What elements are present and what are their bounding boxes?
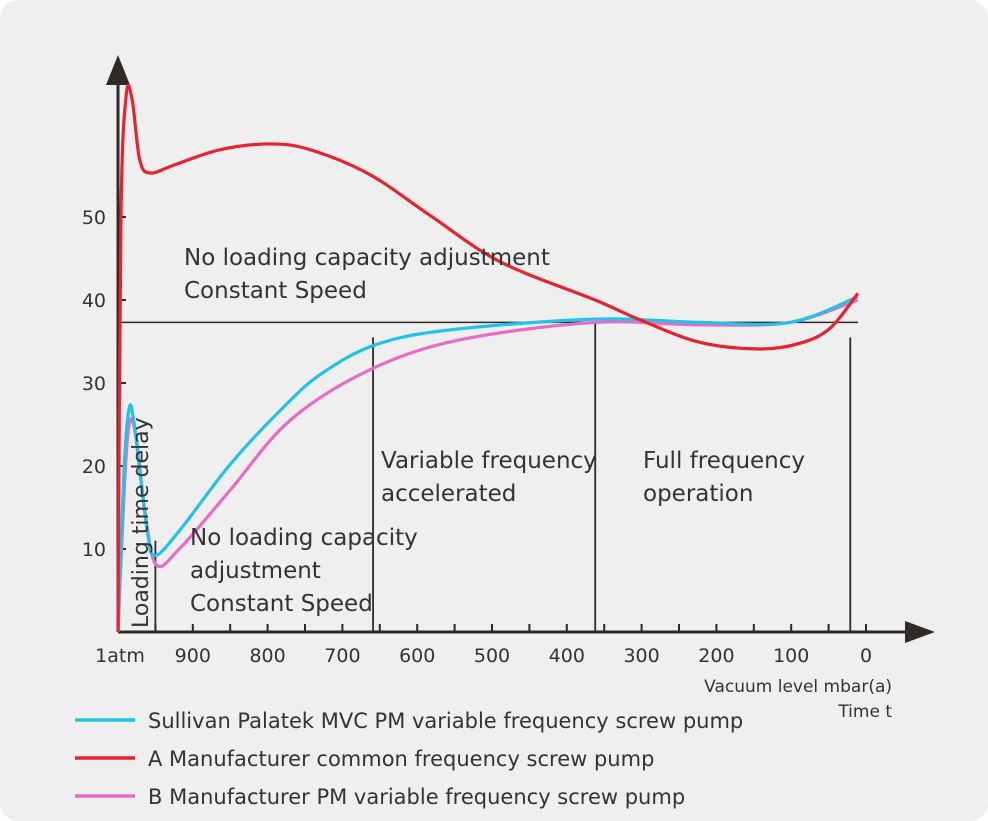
annotation-no-adjustment-top: Constant Speed [184, 278, 367, 304]
x-tick-label: 300 [623, 645, 659, 667]
annotation-loading-delay: Loading time delay [129, 417, 154, 628]
annotation-no-adjustment-top: No loading capacity adjustment [184, 245, 550, 271]
y-axis-arrow-icon [106, 55, 130, 85]
x-axis-label: Vacuum level mbar(a) [704, 677, 892, 697]
legend-label: B Manufacturer PM variable frequency scr… [148, 785, 685, 809]
series-line-1 [116, 295, 859, 633]
x-tick-label: 800 [249, 645, 285, 667]
annotation-variable-frequency: accelerated [381, 481, 516, 507]
x-tick-label: 100 [773, 645, 809, 667]
annotation-no-adjustment-low: adjustment [190, 558, 321, 584]
y-tick-label: 40 [82, 290, 106, 312]
x-axis-arrow-icon [905, 621, 935, 643]
x-tick-label: 400 [549, 645, 585, 667]
x-tick-label: 200 [698, 645, 734, 667]
x-tick-label: 600 [399, 645, 435, 667]
annotation-full-frequency: operation [643, 481, 753, 507]
x-tick-label: 700 [324, 645, 360, 667]
annotation-variable-frequency: Variable frequency [381, 448, 597, 474]
x-axis-label-time: Time t [837, 702, 892, 722]
y-tick-label: 10 [82, 539, 106, 561]
x-tick-label: 1atm [95, 645, 145, 667]
annotation-no-adjustment-low: No loading capacity [190, 525, 418, 551]
legend-label: Sullivan Palatek MVC PM variable frequen… [148, 709, 743, 733]
legend-label: A Manufacturer common frequency screw pu… [148, 747, 654, 771]
x-tick-label: 900 [175, 645, 211, 667]
series-line-2 [116, 83, 860, 633]
annotation-full-frequency: Full frequency [643, 448, 805, 474]
y-tick-label: 30 [82, 373, 106, 395]
x-tick-label: 500 [474, 645, 510, 667]
y-tick-label: 20 [82, 456, 106, 478]
annotation-no-adjustment-low: Constant Speed [190, 591, 373, 617]
series-line-3 [116, 298, 859, 633]
x-tick-label: 0 [860, 645, 872, 667]
y-tick-label: 50 [82, 207, 106, 229]
